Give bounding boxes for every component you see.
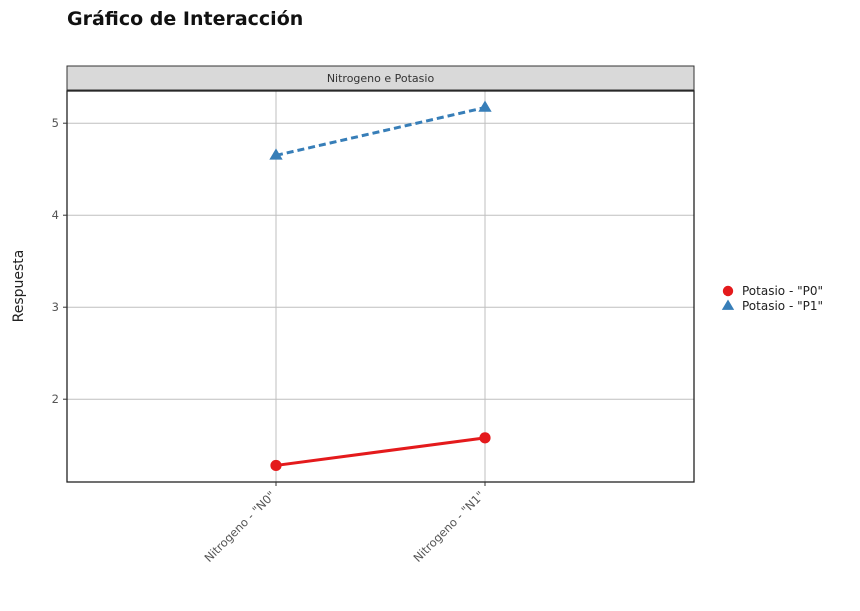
- facet-label: Nitrogeno e Potasio: [327, 72, 435, 85]
- legend-label: Potasio - "P0": [742, 284, 823, 298]
- y-tick-label: 4: [52, 208, 59, 222]
- y-tick-label: 5: [52, 116, 59, 130]
- facet-strip: [66, 65, 695, 91]
- data-point: [270, 459, 282, 472]
- y-axis-title: Respuesta: [11, 250, 27, 323]
- chart-title: Gráfico de Interacción: [67, 8, 303, 30]
- plot-border: [66, 90, 695, 483]
- legend-label: Potasio - "P1": [742, 299, 823, 313]
- y-tick-label: 2: [52, 392, 59, 406]
- series-line: [275, 106, 486, 157]
- data-point: [479, 432, 491, 444]
- data-point: [478, 100, 492, 112]
- series-line: [275, 436, 486, 467]
- x-tick-label: Nitrogeno - "N0": [201, 488, 278, 565]
- data-point: [269, 148, 283, 160]
- legend: Potasio - "P0"Potasio - "P1": [721, 284, 823, 313]
- legend-key: [721, 299, 735, 310]
- series-layer: [269, 100, 492, 472]
- legend-key: [722, 285, 734, 297]
- x-axis: Nitrogeno - "N0" Nitrogeno - "N1": [201, 482, 487, 565]
- y-axis: 2 3 4 5: [52, 116, 67, 406]
- plot-panel: [67, 91, 694, 482]
- x-tick-label: Nitrogeno - "N1": [410, 488, 487, 565]
- y-tick-label: 3: [52, 300, 59, 314]
